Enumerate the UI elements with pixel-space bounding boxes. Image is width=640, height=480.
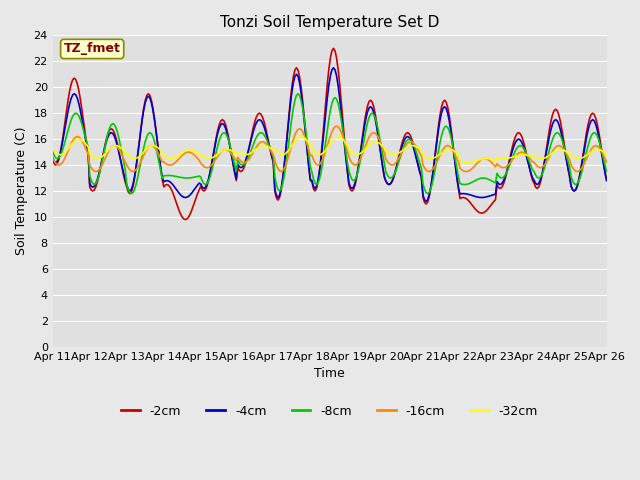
X-axis label: Time: Time — [314, 367, 345, 380]
Text: TZ_fmet: TZ_fmet — [64, 42, 120, 56]
Legend: -2cm, -4cm, -8cm, -16cm, -32cm: -2cm, -4cm, -8cm, -16cm, -32cm — [116, 400, 543, 423]
Y-axis label: Soil Temperature (C): Soil Temperature (C) — [15, 127, 28, 255]
Title: Tonzi Soil Temperature Set D: Tonzi Soil Temperature Set D — [220, 15, 439, 30]
